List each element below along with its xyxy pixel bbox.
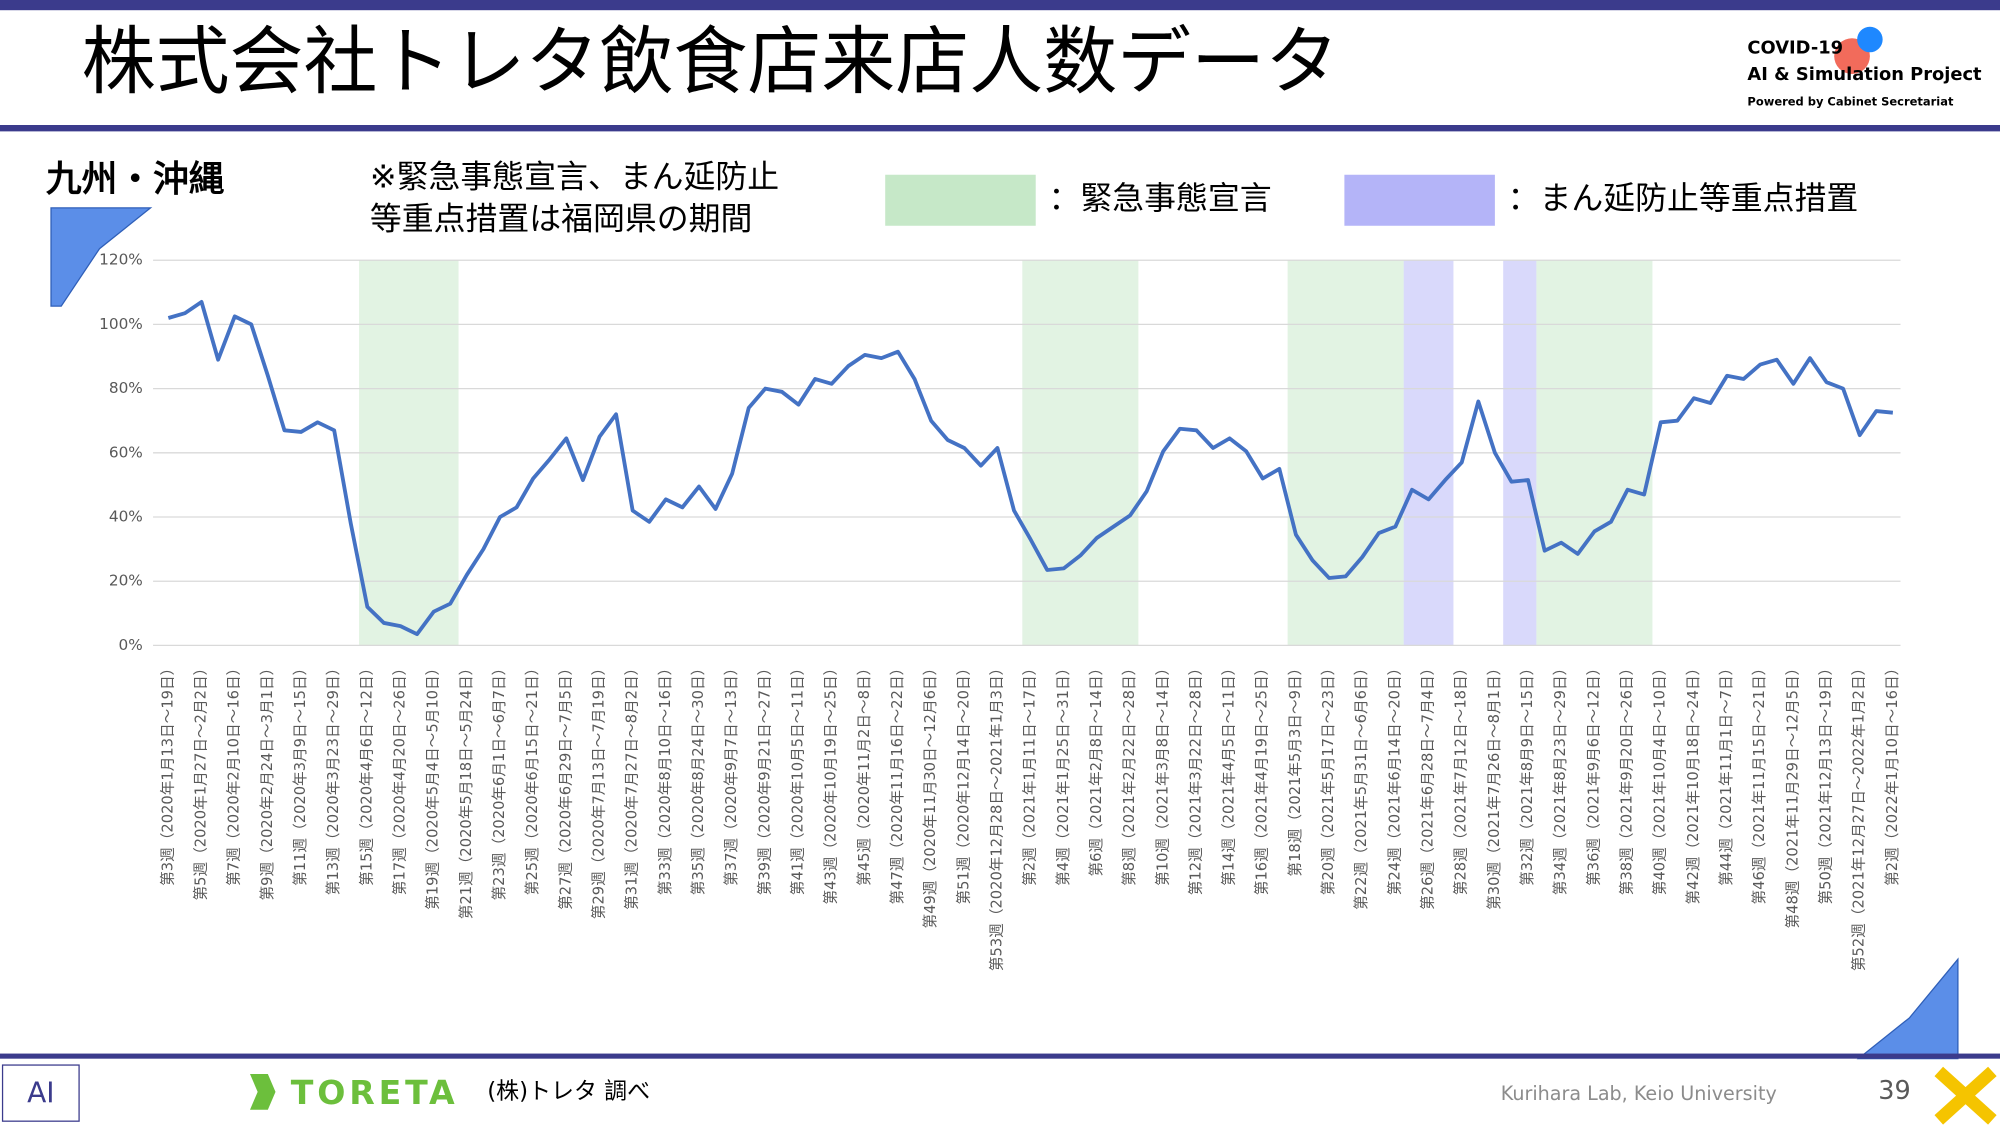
project-line: AI & Simulation Project — [1747, 64, 1982, 85]
x-tick-label: 第48週（2021年11月29日～12月5日） — [1783, 661, 1801, 929]
x-tick-label: 第46週（2021年11月15日～21日） — [1750, 661, 1768, 905]
legend-label: ：緊急事態宣言 — [1048, 179, 1271, 217]
x-tick-label: 第8週（2021年2月22日～28日） — [1120, 661, 1138, 886]
ai-logo — [1, 1064, 80, 1122]
lab: Kurihara Lab, Keio University — [1501, 1082, 1777, 1105]
title: 株式会社トレタ飲食店来店人数データ — [82, 19, 1339, 105]
x-tick-label: 第31週（2020年7月27日～8月2日） — [623, 661, 641, 910]
x-tick-label: 第10週（2021年3月8日～14日） — [1153, 661, 1171, 886]
y-tick-label: 40% — [109, 508, 143, 526]
note-line: ※緊急事態宣言、まん延防止 — [370, 158, 779, 196]
x-tick-label: 第52週（2021年12月27日～2022年1月2日） — [1850, 661, 1868, 971]
x-tick-label: 第2週（2022年1月10日～16日） — [1883, 661, 1901, 886]
corner-deco — [1856, 957, 1959, 1060]
x-tick-label: 第35週（2020年8月24日～30日） — [689, 661, 707, 895]
x-tick-label: 第6週（2021年2月8日～14日） — [1087, 661, 1105, 877]
x-tick-label: 第16週（2021年4月19日～25日） — [1253, 661, 1271, 895]
x-tick-label: 第21週（2020年5月18日～5月24日） — [457, 661, 475, 919]
corner-deco — [50, 207, 153, 307]
x-tick-label: 第44週（2021年11月1日～7日） — [1717, 661, 1735, 886]
x-tick-label: 第25週（2020年6月15日～21日） — [523, 661, 541, 895]
x-tick-label: 第47週（2020年11月16日～22日） — [888, 661, 906, 905]
x-tick-label: 第53週（2020年12月28日～2021年1月3日） — [987, 661, 1005, 971]
y-tick-label: 120% — [99, 251, 143, 269]
x-tick-label: 第43週（2020年10月19日～25日） — [822, 661, 840, 905]
x-tick-label: 第5週（2020年1月27日～2月2日） — [192, 661, 210, 901]
y-tick-label: 60% — [109, 443, 143, 461]
region: 九州・沖縄 — [46, 159, 225, 200]
page-number: 39 — [1878, 1076, 1910, 1106]
top-bar — [0, 0, 2000, 11]
footer-rule — [0, 1053, 2000, 1059]
x-tick-label: 第9週（2020年2月24日～3月1日） — [258, 661, 276, 901]
logo-dot — [1857, 26, 1883, 53]
x-tick-label: 第30週（2021年7月26日～8月1日） — [1485, 661, 1503, 910]
x-tick-label: 第40週（2021年10月4日～10日） — [1651, 661, 1669, 895]
x-tick-label: 第28週（2021年7月12日～18日） — [1452, 661, 1470, 895]
legend-swatch — [1344, 174, 1495, 226]
y-tick-label: 80% — [109, 379, 143, 397]
x-tick-label: 第50週（2021年12月13日～19日） — [1817, 661, 1835, 905]
x-tick-label: 第17週（2020年4月20日～26日） — [391, 661, 409, 895]
x-tick-label: 第51週（2020年12月14日～20日） — [954, 661, 972, 905]
x-tick-label: 第20週（2021年5月17日～23日） — [1319, 661, 1337, 895]
x-tick-label: 第15週（2020年4月6日～12日） — [357, 661, 375, 886]
x-tick-label: 第34週（2021年8月23日～29日） — [1551, 661, 1569, 895]
x-tick-label: 第41週（2020年10月5日～11日） — [788, 661, 806, 895]
x-tick-label: 第26週（2021年6月28日～7月4日） — [1419, 661, 1437, 910]
x-tick-label: 第23週（2020年6月1日～6月7日） — [490, 661, 508, 901]
x-tick-label: 第14週（2021年4月5日～11日） — [1220, 661, 1238, 886]
project-line: COVID-19 — [1747, 37, 1843, 58]
y-tick-label: 20% — [109, 572, 143, 590]
x-tick-label: 第36週（2021年9月6日～12日） — [1584, 661, 1602, 886]
x-tick-label: 第49週（2020年11月30日～12月6日） — [921, 661, 939, 929]
x-tick-label: 第33週（2020年8月10日～16日） — [656, 661, 674, 895]
x-tick-label: 第45週（2020年11月2日～8日） — [855, 661, 873, 886]
y-tick-label: 0% — [119, 636, 143, 654]
x-tick-label: 第38週（2021年9月20日～26日） — [1618, 661, 1636, 895]
legend-label: ：まん延防止等重点措置 — [1508, 179, 1859, 217]
note-line: 等重点措置は福岡県の期間 — [370, 200, 753, 238]
x-tick-label: 第39週（2020年9月21日～27日） — [755, 661, 773, 895]
y-tick-label: 100% — [99, 315, 143, 333]
x-tick-label: 第3週（2020年1月13日～19日） — [158, 661, 176, 886]
data-line — [167, 300, 1894, 637]
x-tick-label: 第18週（2021年5月3日～9日） — [1286, 661, 1304, 877]
legend-swatch — [885, 174, 1036, 226]
x-tick-label: 第12週（2021年3月22日～28日） — [1186, 661, 1204, 895]
ai-logo-text: AI — [27, 1076, 54, 1109]
toreta-mark — [250, 1073, 276, 1110]
x-tick-label: 第11週（2020年3月9日～15日） — [291, 661, 309, 886]
x-tick-label: 第29週（2020年7月13日～7月19日） — [589, 661, 607, 919]
source: (株)トレタ 調べ — [487, 1078, 650, 1104]
x-tick-label: 第19週（2020年5月4日～5月10日） — [424, 661, 442, 910]
x-tick-label: 第22週（2021年5月31日～6月6日） — [1352, 661, 1370, 910]
brand: TORETA — [291, 1073, 459, 1112]
title-rule — [0, 125, 2000, 132]
project-line: Powered by Cabinet Secretariat — [1747, 95, 1954, 109]
x-tick-label: 第27週（2020年6月29日～7月5日） — [556, 661, 574, 910]
x-tick-label: 第24週（2021年6月14日～20日） — [1385, 661, 1403, 895]
x-logo — [1934, 1066, 1997, 1125]
x-tick-label: 第42週（2021年10月18日～24日） — [1684, 661, 1702, 905]
x-tick-label: 第2週（2021年1月11日～17日） — [1021, 661, 1039, 886]
x-tick-label: 第37週（2020年9月7日～13日） — [722, 661, 740, 886]
x-tick-label: 第13週（2020年3月23日～29日） — [324, 661, 342, 895]
x-tick-label: 第4週（2021年1月25日～31日） — [1054, 661, 1072, 886]
x-tick-label: 第32週（2021年8月9日～15日） — [1518, 661, 1536, 886]
x-tick-label: 第7週（2020年2月10日～16日） — [225, 661, 243, 886]
